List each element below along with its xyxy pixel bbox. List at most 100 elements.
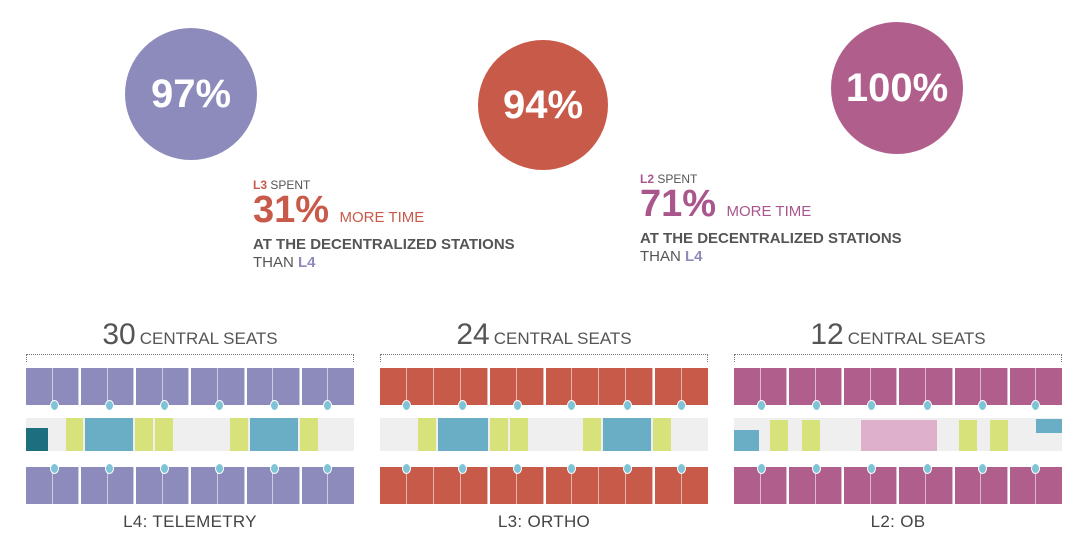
l4-monitor-dot (160, 400, 169, 411)
l4-top-seat-row (26, 368, 354, 405)
l2-bottom-seat-row (734, 467, 1062, 504)
l2-unit-label: L2 (640, 172, 655, 186)
l3-monitor-dot (402, 463, 411, 474)
l2-monitor-dot (1031, 463, 1040, 474)
l2-unit-label: L2: OB (870, 512, 926, 531)
l4-monitor-dot (50, 400, 59, 411)
l2-monitor-dot (867, 463, 876, 474)
l3-than-label: THAN (253, 254, 294, 271)
l2-more-time-percent: 71% (640, 183, 717, 225)
l2-compare-unit: L4 (685, 248, 703, 265)
l3-percent-circle: 94% (478, 40, 608, 170)
l4-monitor-dot (105, 463, 114, 474)
l2-unit-panel: 12 CENTRAL SEATS (734, 318, 1062, 510)
l4-central-seats-title: 30 CENTRAL SEATS (26, 318, 354, 354)
l2-monitor-dot (757, 400, 766, 411)
l3-highlight (583, 418, 601, 451)
l2-than-label: THAN (640, 248, 681, 265)
l2-monitor-dot (812, 463, 821, 474)
l4-monitor-dot (270, 463, 279, 474)
l4-central-seats-count: 30 (102, 318, 136, 351)
l4-percent-circle: 97% (125, 28, 257, 160)
l2-central-seats-title: 12 CENTRAL SEATS (734, 318, 1062, 354)
l3-monitor-dot (677, 463, 686, 474)
l3-monitor-dot (458, 463, 467, 474)
l3-unit-label: L3 (253, 178, 268, 192)
l2-monitor-dot (867, 400, 876, 411)
l2-percent-value: 100% (845, 65, 949, 110)
l3-stat-block: L3 SPENT 31% MORE TIME AT THE DECENTRALI… (253, 178, 515, 272)
l2-seats-bracket (734, 354, 1062, 362)
l4-monitor-dot (215, 463, 224, 474)
l3-station (438, 418, 488, 451)
l3-station (603, 418, 651, 451)
l4-monitor-dot (160, 463, 169, 474)
l2-station (734, 430, 759, 451)
l3-highlight (418, 418, 436, 451)
l4-seats-bracket (26, 354, 354, 362)
l3-unit-panel: 24 CENTRAL SEATS (380, 318, 708, 510)
l3-monitor-dot (458, 400, 467, 411)
l3-floor-diagram (380, 368, 708, 510)
l2-highlight (770, 420, 788, 451)
l4-highlight (230, 418, 248, 451)
l4-unit-panel: 30 CENTRAL SEATS (26, 318, 354, 510)
l3-monitor-dot (623, 463, 632, 474)
l2-highlight (802, 420, 820, 451)
l3-compare-unit: L4 (298, 254, 316, 271)
l4-floor-diagram (26, 368, 354, 510)
l4-monitor-dot (270, 400, 279, 411)
l2-monitor-dot (923, 463, 932, 474)
l3-highlight (510, 418, 528, 451)
l3-central-seats-title: 24 CENTRAL SEATS (380, 318, 708, 354)
l4-monitor-dot (50, 463, 59, 474)
l3-top-seat-row (380, 368, 708, 405)
l3-central-seats-count: 24 (456, 318, 490, 351)
l2-percent-circle: 100% (831, 22, 963, 154)
l4-central-seats-label: CENTRAL SEATS (139, 329, 278, 348)
l3-unit-label: L3: ORTHO (497, 512, 591, 531)
l3-percent-value: 94% (502, 82, 584, 127)
l3-more-time-label: MORE TIME (339, 209, 425, 226)
l4-monitor-dot (105, 400, 114, 411)
l2-highlight (959, 420, 977, 451)
l4-monitor-dot (323, 400, 332, 411)
l4-monitor-dot (323, 463, 332, 474)
l3-monitor-dot (567, 400, 576, 411)
l3-monitor-dot (677, 400, 686, 411)
l2-central-seats-label: CENTRAL SEATS (847, 329, 986, 348)
l2-stat-block: L2 SPENT 71% MORE TIME AT THE DECENTRALI… (640, 172, 902, 266)
l4-highlight (135, 418, 153, 451)
l4-highlight (155, 418, 173, 451)
l2-spent-label: SPENT (657, 172, 698, 186)
l4-monitor-dot (215, 400, 224, 411)
l3-central-seats-label: CENTRAL SEATS (493, 329, 632, 348)
l2-monitor-dot (978, 400, 987, 411)
l3-bottom-seat-row (380, 467, 708, 504)
l3-spent-label: SPENT (270, 178, 311, 192)
l2-monitor-dot (812, 400, 821, 411)
l4-station (85, 418, 133, 451)
l2-floor-diagram (734, 368, 1062, 510)
l3-highlight (653, 418, 671, 451)
l3-monitor-dot (567, 463, 576, 474)
l2-station (1036, 419, 1062, 433)
l3-decentralized-label: AT THE DECENTRALIZED STATIONS (253, 236, 515, 253)
l3-highlight (490, 418, 508, 451)
l4-percent-value: 97% (150, 71, 232, 116)
l4-unit-label: L4: TELEMETRY (123, 512, 257, 531)
l2-highlight (990, 420, 1008, 451)
l2-central-seats-count: 12 (810, 318, 844, 351)
l4-station-dark (26, 428, 48, 451)
l3-monitor-dot (513, 400, 522, 411)
l3-more-time-percent: 31% (253, 189, 330, 231)
l3-monitor-dot (513, 463, 522, 474)
l2-more-time-label: MORE TIME (726, 203, 812, 220)
l2-monitor-dot (757, 463, 766, 474)
l2-monitor-dot (1031, 400, 1040, 411)
l2-station-pink (861, 420, 937, 451)
l3-monitor-dot (623, 400, 632, 411)
l4-highlight (300, 418, 318, 451)
l2-monitor-dot (923, 400, 932, 411)
l3-seats-bracket (380, 354, 708, 362)
